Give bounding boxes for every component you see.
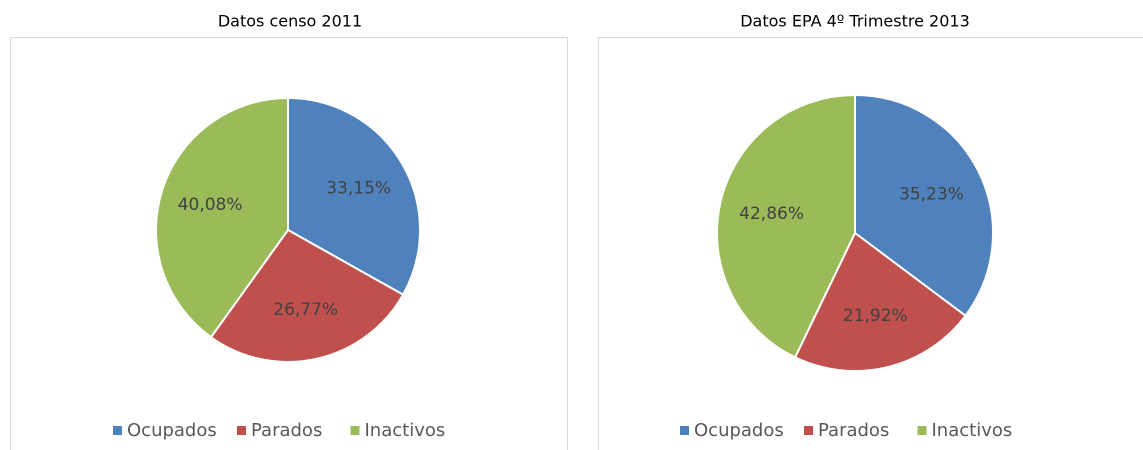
chart-frame [598,37,1143,450]
legend-label: Inactivos [932,420,1013,441]
pie-slice [716,93,856,359]
data-label: 21,92% [843,306,908,326]
pie-slice [854,93,994,318]
pie-slice [209,228,405,363]
chart-title: Datos EPA 4º Trimestre 2013 [740,12,970,31]
legend-swatch [680,426,689,435]
legend-swatch [350,426,360,435]
pie-slice [793,231,967,372]
pie-slice [155,96,289,339]
data-label: 42,86% [739,204,804,224]
data-label: 40,08% [178,195,243,215]
chart-frame [10,37,568,450]
data-label: 26,77% [273,300,338,320]
legend-label: Ocupados [127,420,217,441]
data-label: 35,23% [899,185,964,205]
legend-label: Ocupados [694,420,784,441]
legend-label: Inactivos [365,420,446,441]
legend-swatch [237,426,246,435]
legend-label: Parados [251,420,322,441]
legend-swatch [113,426,122,435]
legend-label: Parados [818,420,889,441]
legend-swatch [804,426,813,435]
pie-slice [287,96,421,297]
data-label: 33,15% [326,179,391,199]
legend-swatch [917,426,927,435]
chart-title: Datos censo 2011 [218,12,362,31]
